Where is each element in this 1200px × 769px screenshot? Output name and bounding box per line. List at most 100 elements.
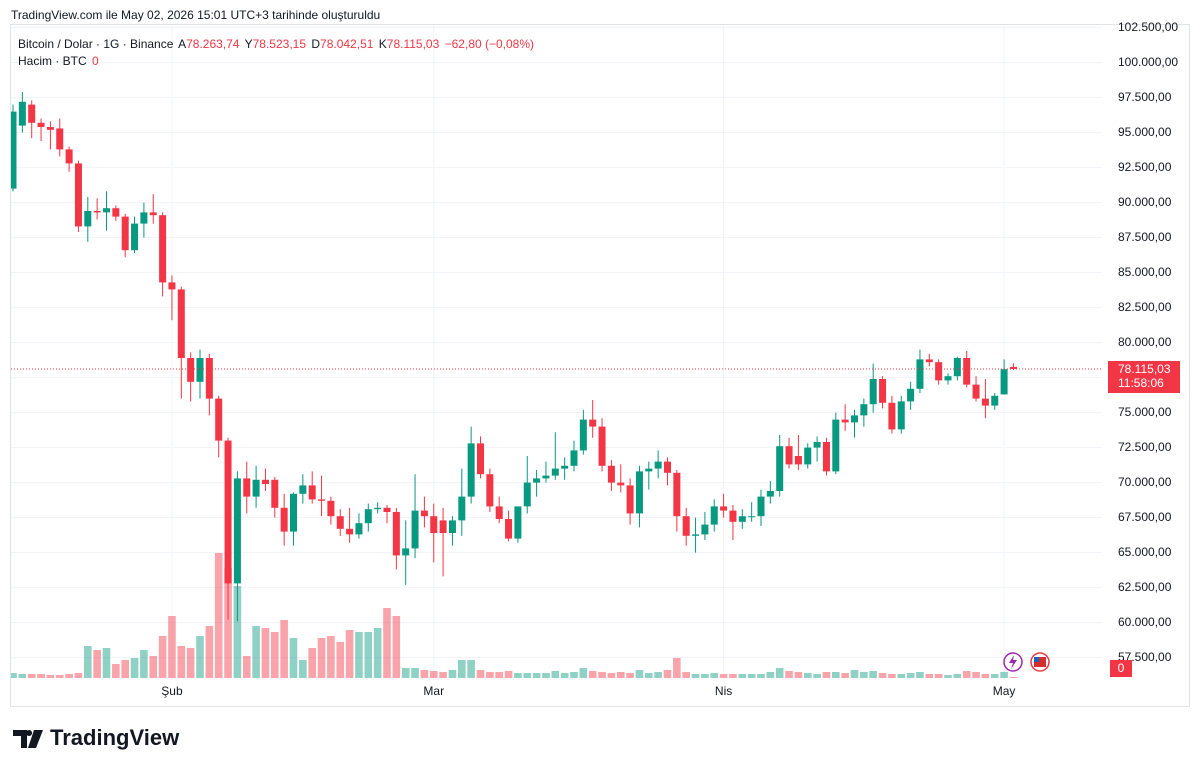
volume-bar	[710, 673, 719, 678]
candle-body	[318, 499, 326, 501]
candle-body	[598, 426, 606, 466]
volume-legend: Hacim · BTC 0	[18, 54, 99, 68]
volume-bar	[224, 568, 232, 678]
volume-bar	[130, 658, 139, 678]
volume-bar	[74, 673, 83, 678]
volume-bar	[11, 673, 17, 678]
volume-bar	[934, 674, 943, 678]
candle-body	[935, 362, 943, 381]
candle-body	[925, 359, 933, 363]
candle-body	[729, 510, 737, 522]
volume-bar	[794, 672, 803, 678]
volume-bar	[233, 586, 242, 678]
legend-value: 78.523,15	[253, 37, 307, 51]
volume-bar	[785, 671, 793, 678]
volume-bar	[757, 674, 765, 678]
volume-bar	[878, 673, 887, 678]
candle-body	[374, 507, 382, 510]
volume-bar	[803, 673, 812, 678]
candle-body	[103, 208, 110, 213]
volume-bar	[420, 670, 429, 678]
candle-body	[486, 474, 494, 507]
candle-body	[355, 523, 363, 535]
volume-bar	[616, 672, 625, 678]
x-tick-label: Şub	[161, 684, 183, 698]
candle-body	[710, 506, 718, 525]
volume-bar	[327, 636, 335, 678]
legend-change: −62,80 (−0,08%)	[445, 37, 534, 51]
candle-body	[477, 443, 484, 475]
candle-body	[570, 450, 578, 466]
volume-bar	[738, 674, 747, 678]
candle-body	[888, 402, 896, 430]
candle-body	[579, 419, 587, 451]
volume-bar	[635, 670, 644, 678]
legend-label: Y	[245, 37, 253, 51]
candle-body	[869, 379, 877, 405]
legend-value: 78.042,51	[320, 37, 374, 51]
candle-body	[205, 358, 213, 399]
volume-bar	[775, 668, 784, 678]
candle-body	[168, 282, 176, 290]
candle-body	[308, 485, 316, 500]
volume-bar	[261, 628, 270, 678]
legend-symbol: Bitcoin / Dolar · 1G · Binance	[18, 37, 174, 51]
volume-bar	[514, 673, 522, 678]
volume-bar	[972, 672, 980, 678]
x-tick-label: Mar	[423, 684, 444, 698]
legend-label: D	[311, 37, 320, 51]
candle-body	[991, 395, 999, 406]
candle-body	[458, 496, 466, 521]
candle-body	[701, 524, 709, 535]
candle-body	[11, 111, 17, 189]
candle-body	[1000, 369, 1008, 395]
volume-bar	[579, 668, 588, 678]
volume-bar	[860, 672, 868, 678]
candle-body	[794, 456, 802, 465]
candle-body	[916, 359, 924, 389]
volume-bar	[84, 646, 92, 678]
candle-body	[439, 520, 447, 533]
candle-body	[271, 479, 279, 508]
candle-body	[832, 419, 840, 472]
volume-bar	[383, 608, 391, 678]
volume-bar	[504, 671, 513, 678]
candle-body	[944, 376, 952, 381]
candle-body	[159, 215, 167, 283]
volume-bar	[925, 674, 934, 678]
volume-bar	[18, 674, 27, 678]
y-tick-label: 60.000,00	[1118, 615, 1172, 629]
y-tick-label: 95.000,00	[1118, 125, 1172, 139]
volume-bar	[654, 672, 662, 678]
candle-body	[28, 104, 36, 123]
volume-bar	[944, 675, 952, 678]
volume-bar	[149, 656, 158, 678]
volume-bar	[729, 674, 737, 678]
candle-body	[327, 500, 335, 517]
volume-bar	[373, 628, 382, 678]
candle-body	[514, 506, 522, 539]
volume-bar	[121, 660, 129, 678]
volume-bar	[467, 660, 475, 678]
price-tag	[1108, 360, 1180, 393]
logo: TradingView	[13, 725, 180, 750]
candle-body	[757, 496, 765, 517]
candle-body	[392, 512, 400, 556]
candle-body	[682, 516, 690, 536]
logo-text: TradingView	[50, 725, 180, 750]
volume-bar	[822, 672, 831, 678]
candle-body	[804, 447, 812, 465]
logo-mark	[13, 730, 43, 748]
candle-body	[336, 516, 344, 529]
volume-bar	[345, 630, 354, 678]
candle-body	[131, 223, 139, 251]
legend: Bitcoin / Dolar · 1G · Binance A78.263,7…	[18, 37, 534, 51]
candle-body	[860, 404, 868, 416]
candle-body	[252, 479, 260, 497]
volume-bar	[317, 638, 326, 678]
y-tick-label: 90.000,00	[1118, 195, 1172, 209]
candle-body	[589, 419, 597, 427]
volume-bar	[588, 671, 597, 678]
volume-bar	[458, 660, 466, 678]
candle-body	[46, 127, 54, 130]
